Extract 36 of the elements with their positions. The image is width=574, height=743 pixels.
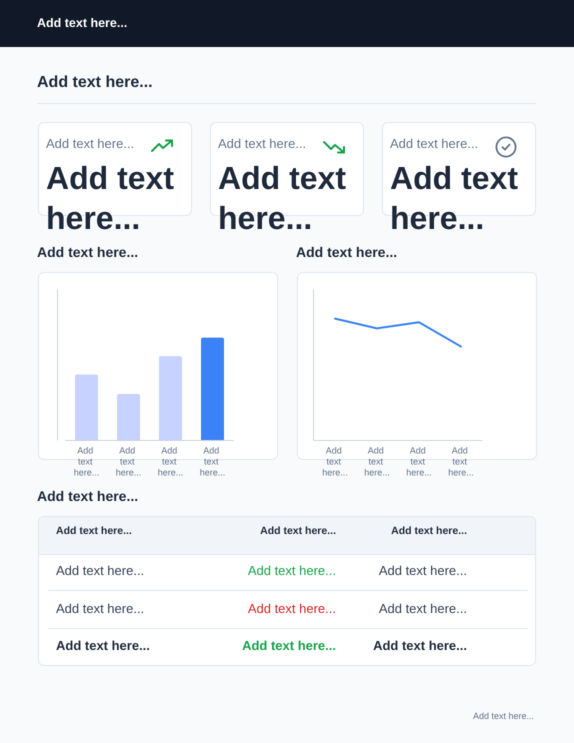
text: Add text here...	[248, 601, 336, 616]
text: Add text here...	[37, 16, 128, 30]
x-tick-label: Add text here...	[364, 446, 390, 478]
text: Add text here...	[56, 525, 132, 537]
text: Add text here...	[46, 136, 134, 151]
text: Add text here...	[378, 601, 467, 616]
text: Add text here...	[248, 563, 336, 578]
text: Add text here...	[56, 638, 150, 653]
text: Add text here...	[373, 638, 467, 653]
text: Add text here...	[390, 136, 478, 151]
x-tick-label: Add text here...	[448, 446, 474, 478]
text: Add text here...	[56, 563, 144, 578]
text: Add text here...	[218, 136, 306, 151]
x-tick-label: Add text here...	[158, 446, 184, 478]
text: Add text here...	[37, 488, 138, 504]
bar	[201, 338, 224, 440]
x-tick-label: Add text here...	[74, 446, 100, 478]
text: Add text here...	[390, 159, 519, 238]
text: Add text here...	[46, 159, 175, 238]
bar	[75, 374, 98, 440]
text: Add text here...	[260, 525, 336, 537]
text: Add text here...	[391, 525, 467, 537]
x-tick-label: Add text here...	[116, 446, 142, 478]
text: Add text here...	[218, 159, 347, 238]
text: Add text here...	[56, 601, 144, 616]
text: Add text here...	[242, 638, 336, 653]
chart-title: Add text here...	[296, 244, 398, 260]
x-tick-label: Add text here...	[322, 446, 348, 478]
chart-title: Add text here...	[37, 244, 138, 260]
x-tick-label: Add text here...	[406, 446, 432, 478]
text: Add text here...	[473, 711, 534, 721]
text: Add text here...	[37, 74, 153, 92]
bar	[117, 394, 140, 440]
text: Add text here...	[378, 563, 467, 578]
bar	[159, 356, 182, 440]
x-tick-label: Add text here...	[200, 446, 226, 478]
